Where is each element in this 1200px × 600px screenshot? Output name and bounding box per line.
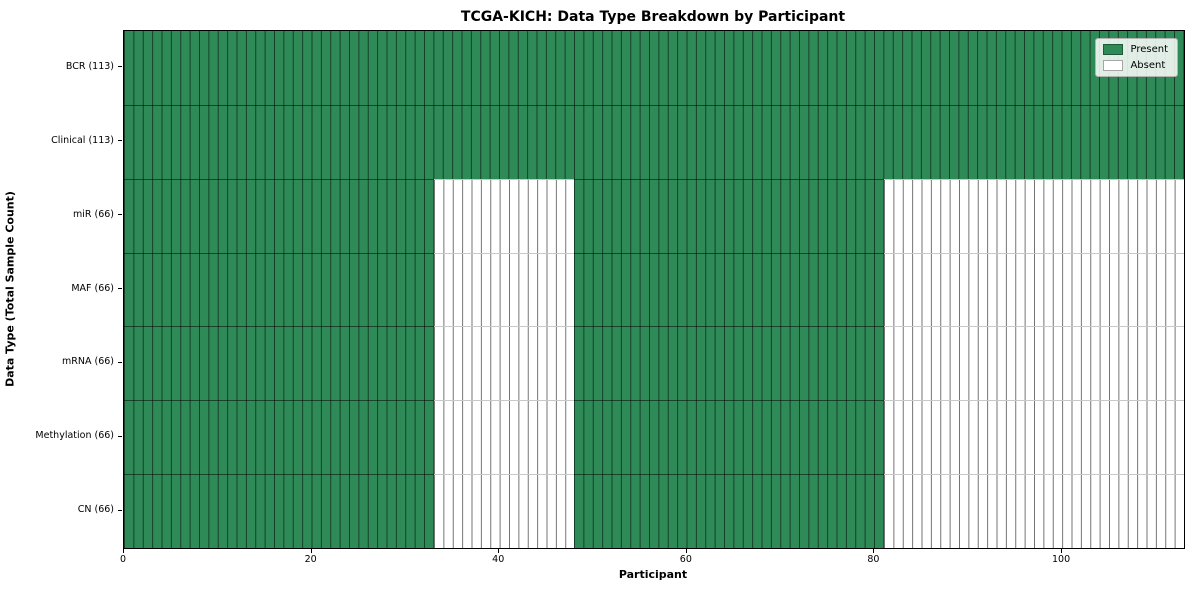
legend-label-absent: Absent (1130, 60, 1166, 71)
heatmap-row-miR (124, 178, 1184, 253)
absent-segment (883, 474, 1184, 549)
present-segment (124, 31, 1184, 105)
x-axis-label: Participant (618, 568, 688, 581)
absent-segment (433, 326, 575, 401)
present-segment (574, 178, 884, 253)
present-segment (124, 252, 434, 327)
legend-label-present: Present (1130, 44, 1168, 55)
absent-segment (433, 252, 575, 327)
x-tick-label-20: 20 (304, 554, 317, 565)
plot-area: Present Absent (123, 30, 1185, 549)
absent-segment (883, 400, 1184, 475)
legend: Present Absent (1095, 38, 1178, 77)
y-tick-label-miR: miR (66) (72, 208, 114, 220)
present-segment (124, 326, 434, 401)
heatmap-row-Clinical (124, 104, 1184, 179)
y-tick-label-mRNA: mRNA (66) (62, 356, 114, 368)
y-tick-mark (118, 288, 122, 289)
y-tick-label-Clinical: Clinical (113) (51, 134, 114, 146)
y-tick-label-CN: CN (66) (77, 504, 114, 516)
legend-item-absent: Absent (1103, 60, 1168, 71)
y-tick-mark (118, 361, 122, 363)
absent-segment (433, 178, 575, 253)
present-segment (124, 104, 1184, 179)
heatmap-row-MAF (124, 252, 1184, 327)
present-segment (124, 474, 434, 549)
y-tick-label-MAF: MAF (66) (71, 282, 114, 294)
chart-title: TCGA-KICH: Data Type Breakdown by Partic… (460, 9, 846, 25)
x-tick-mark (873, 548, 875, 553)
y-tick-label-BCR: BCR (113) (65, 60, 114, 72)
heatmap-row-mRNA (124, 326, 1184, 401)
x-tick-mark (123, 548, 124, 553)
absent-swatch (1103, 60, 1124, 71)
x-tick-mark (1061, 548, 1063, 553)
present-segment (574, 252, 884, 327)
x-tick-label-40: 40 (492, 554, 505, 565)
y-tick-mark (118, 435, 122, 437)
present-swatch (1103, 44, 1124, 55)
present-segment (124, 400, 434, 475)
absent-segment (883, 326, 1184, 401)
present-segment (574, 326, 884, 401)
legend-item-present: Present (1103, 44, 1168, 55)
y-tick-mark (118, 140, 122, 142)
absent-segment (433, 400, 575, 475)
x-tick-label-100: 100 (1051, 554, 1071, 565)
x-tick-label-80: 80 (867, 554, 880, 565)
heatmap-row-CN (124, 474, 1184, 549)
present-segment (574, 474, 884, 549)
heatmap-row-Methylation (124, 400, 1184, 475)
absent-segment (433, 474, 575, 549)
present-segment (124, 178, 434, 253)
x-tick-mark (310, 548, 312, 553)
absent-segment (883, 178, 1184, 253)
heatmap-row-BCR (124, 31, 1184, 105)
y-tick-mark (118, 66, 122, 68)
absent-segment (883, 252, 1184, 327)
present-segment (574, 400, 884, 475)
y-tick-label-Methylation: Methylation (66) (35, 430, 114, 442)
x-tick-label-0: 0 (119, 554, 127, 565)
x-tick-mark (685, 548, 687, 553)
x-tick-label-60: 60 (679, 554, 692, 565)
y-tick-mark (118, 509, 122, 511)
heatmap-rows (124, 31, 1184, 549)
x-tick-mark (498, 548, 500, 553)
y-tick-mark (118, 214, 122, 216)
